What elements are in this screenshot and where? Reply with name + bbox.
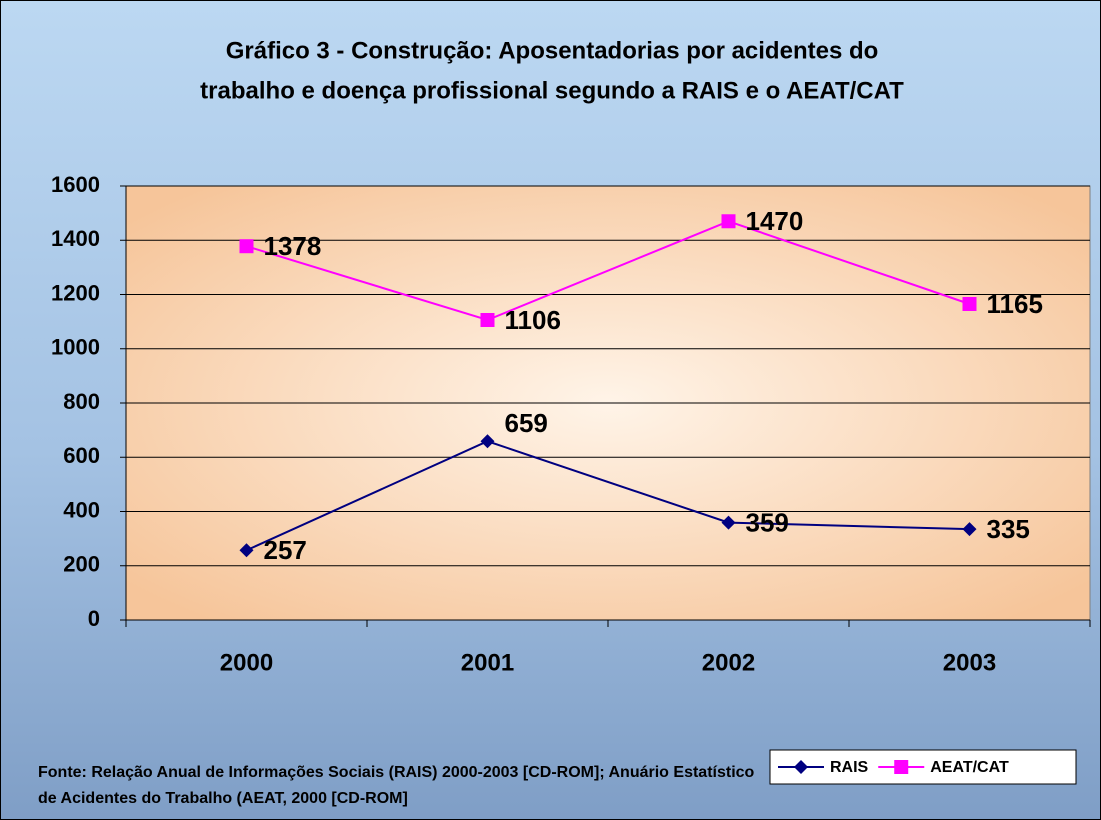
series-line	[246, 220, 970, 322]
x-tick-label: 2002	[702, 649, 755, 676]
title: Gráfico 3 - Construção: Aposentadorias p…	[200, 37, 904, 104]
chart-title: Gráfico 3 - Construção: Aposentadorias p…	[226, 37, 879, 64]
legend-label: RAIS	[830, 759, 869, 776]
y-tick-label: 200	[63, 552, 100, 577]
y-tick-label: 1200	[51, 280, 100, 305]
data-label: 359	[746, 507, 789, 537]
data-label: 335	[987, 514, 1030, 544]
chart-title: trabalho e doença profissional segundo a…	[200, 77, 904, 104]
data-label: 1378	[264, 231, 322, 261]
marker	[721, 214, 736, 229]
marker	[480, 312, 495, 327]
y-tick-label: 1600	[51, 172, 100, 197]
data-label: 659	[505, 408, 548, 438]
y-tick-label: 1000	[51, 335, 100, 360]
y-tick-label: 800	[63, 389, 100, 414]
series-line	[246, 440, 970, 552]
y-tick-label: 400	[63, 497, 100, 522]
data-label: 257	[264, 535, 307, 565]
data-label: 1165	[987, 289, 1043, 319]
y-tick-label: 1400	[51, 226, 100, 251]
marker	[239, 239, 254, 254]
x-tick-label: 2000	[220, 649, 273, 676]
legend-label: AEAT/CAT	[930, 759, 1009, 776]
x-tick-label: 2003	[943, 649, 996, 676]
marker	[721, 515, 736, 530]
x-tick-label: 2001	[461, 649, 514, 676]
marker	[239, 543, 254, 558]
marker	[894, 760, 909, 774]
data-label: 1470	[746, 206, 804, 236]
legend: RAIS AEAT/CAT	[769, 749, 1077, 785]
marker	[794, 760, 808, 774]
source: de Acidentes do Trabalho (AEAT, 2000 [CD…	[38, 790, 408, 807]
marker	[962, 296, 977, 311]
y-tick-label: 600	[63, 443, 100, 468]
data-label: 1106	[505, 305, 561, 335]
marker	[480, 434, 495, 449]
y-tick-label: 0	[88, 606, 100, 631]
source: Fonte: Relação Anual de Informações Soci…	[38, 764, 755, 781]
marker	[962, 522, 977, 537]
